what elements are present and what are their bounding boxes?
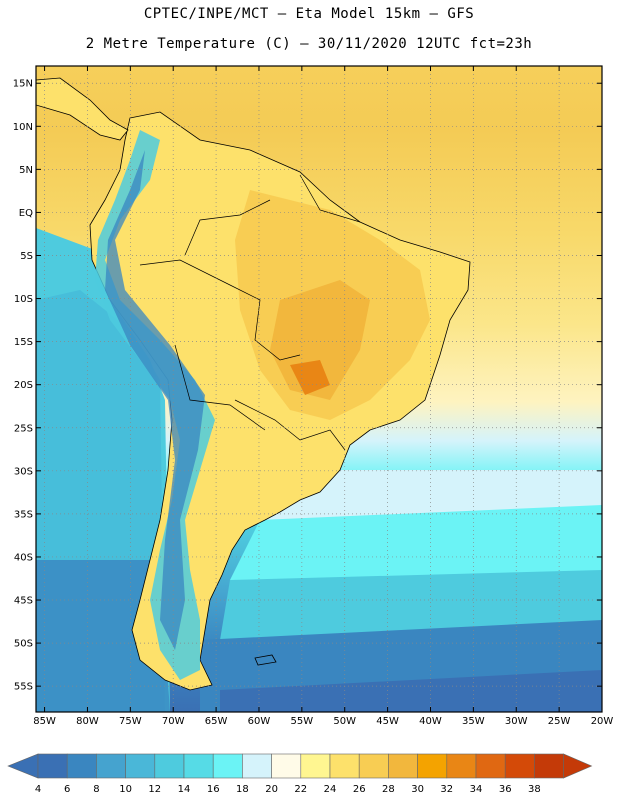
legend-swatch	[358, 753, 389, 779]
atlantic-coldest-area	[220, 670, 602, 712]
legend-value-label: 28	[382, 784, 395, 795]
lon-label: 30W	[505, 716, 528, 727]
legend-value-label: 32	[440, 784, 453, 795]
legend-swatch	[534, 753, 564, 779]
lon-label: 40W	[419, 716, 442, 727]
lon-label: 70W	[162, 716, 185, 727]
legend-swatch	[417, 753, 448, 779]
legend-value-label: 16	[207, 784, 220, 795]
legend-value-label: 22	[294, 784, 307, 795]
legend-swatch	[504, 753, 535, 779]
legend-value-label: 34	[470, 784, 483, 795]
legend-value-label: 18	[236, 784, 249, 795]
lon-label: 20W	[591, 716, 614, 727]
lon-label: 25W	[548, 716, 571, 727]
legend-value-label: 12	[148, 784, 161, 795]
legend-swatch	[66, 753, 97, 779]
lat-label: 25S	[14, 423, 33, 434]
lon-label: 75W	[119, 716, 142, 727]
legend-swatch	[212, 753, 243, 779]
lon-label: 55W	[291, 716, 314, 727]
map-frame	[35, 65, 603, 713]
lat-label: 35S	[14, 509, 33, 520]
legend-swatch	[242, 753, 272, 779]
legend-value-label: 6	[64, 784, 70, 795]
lat-label: 10N	[13, 122, 33, 133]
legend-swatch	[475, 753, 506, 779]
legend-swatch	[154, 753, 185, 779]
legend-swatch	[446, 753, 477, 779]
falkland-islands	[254, 654, 277, 666]
lat-label: 5N	[19, 165, 33, 176]
lon-label: 35W	[462, 716, 485, 727]
lon-label: 50W	[333, 716, 356, 727]
legend-value-label: 8	[93, 784, 99, 795]
legend-value-label: 38	[528, 784, 541, 795]
lat-label: 45S	[14, 596, 33, 607]
lat-label: 5S	[20, 251, 33, 262]
pacific-cold-area	[36, 560, 170, 712]
lat-label: 20S	[14, 380, 33, 391]
central-america-landmass	[36, 77, 129, 141]
axis-ticks: 15N 10N 5N EQ 5S 10S 15S 20S 25S 30S 35S 40S 45S 50S 5…	[13, 66, 614, 727]
legend-value-label: 24	[324, 784, 337, 795]
legend-swatch	[37, 753, 68, 779]
color-legend: 4 6 8 10 12 14 16 18 20 22 24 26 28 30 32 34 36 38	[7, 753, 593, 795]
legend-swatch	[300, 753, 331, 779]
title-line-1: CPTEC/INPE/MCT – Eta Model 15km – GFS	[143, 6, 475, 22]
lat-label: 10S	[14, 294, 33, 305]
lat-label: EQ	[19, 208, 33, 219]
legend-value-label: 36	[499, 784, 512, 795]
interior-hottest-area	[290, 360, 330, 395]
lat-label: 15N	[13, 79, 33, 90]
lat-label: 40S	[14, 552, 33, 563]
lat-label: 15S	[14, 337, 33, 348]
lat-label: 55S	[14, 682, 33, 693]
legend-swatch	[329, 753, 360, 779]
lon-label: 65W	[205, 716, 228, 727]
lat-label: 50S	[14, 639, 33, 650]
legend-value-label: 10	[119, 784, 132, 795]
legend-swatch	[183, 753, 214, 779]
andes-coldest-area	[105, 150, 205, 650]
legend-value-label: 20	[265, 784, 278, 795]
legend-swatch	[125, 753, 156, 779]
country-borders	[139, 174, 361, 451]
lon-label: 60W	[248, 716, 271, 727]
title-line-2: 2 Metre Temperature (C) – 30/11/2020 12U…	[85, 36, 533, 52]
legend-arrow-high	[563, 753, 593, 779]
lon-label: 45W	[376, 716, 399, 727]
legend-value-label: 14	[178, 784, 191, 795]
legend-swatch	[96, 753, 126, 779]
map-content	[36, 66, 602, 712]
legend-arrow-low	[7, 753, 39, 779]
legend-swatch	[388, 753, 418, 779]
legend-swatch	[271, 753, 302, 779]
legend-value-label: 30	[411, 784, 424, 795]
lat-label: 30S	[14, 466, 33, 477]
legend-value-label: 26	[353, 784, 366, 795]
andes-cold-area	[95, 130, 215, 680]
legend-value-label: 4	[35, 784, 41, 795]
lon-label: 80W	[76, 716, 99, 727]
lon-label: 85W	[33, 716, 56, 727]
